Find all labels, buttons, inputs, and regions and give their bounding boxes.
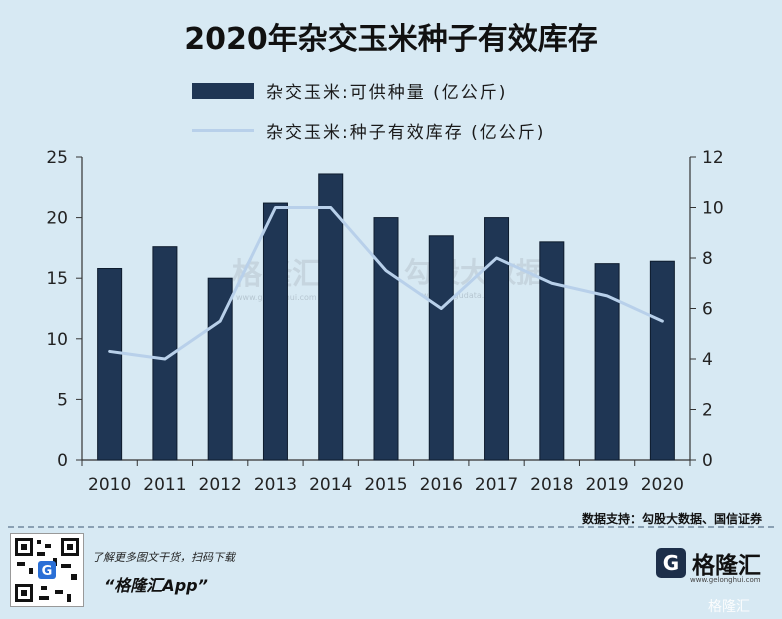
footer-divider — [8, 526, 774, 528]
bar — [97, 268, 123, 461]
bar — [484, 217, 510, 461]
brand-logo: G 格隆汇 — [656, 546, 761, 580]
bar — [649, 260, 675, 461]
watermark-text: 勾股大数据 — [404, 256, 544, 289]
y-left-tick-label: 25 — [46, 148, 68, 168]
legend-bar-swatch — [192, 82, 254, 99]
logo-url: www.gelonghui.com — [690, 576, 761, 584]
bar — [207, 277, 233, 461]
qr-code: G — [10, 533, 84, 607]
x-tick-label: 2015 — [364, 475, 407, 495]
app-name: “格隆汇App” — [104, 576, 208, 595]
series-line — [108, 206, 664, 361]
y-right-tick-label: 2 — [702, 401, 713, 421]
x-tick-label: 2011 — [143, 475, 186, 495]
promo-text: 了解更多图文干货，扫码下载 — [92, 551, 235, 564]
svg-text:G: G — [42, 564, 53, 579]
x-tick-label: 2010 — [88, 475, 131, 495]
y-right-tick-label: 10 — [702, 199, 724, 219]
x-tick-label: 2019 — [585, 475, 628, 495]
y-left-tick-label: 0 — [57, 451, 68, 471]
bar — [428, 235, 454, 461]
legend-bar-label: 杂交玉米:可供种量 (亿公斤) — [266, 83, 508, 103]
bar — [373, 217, 399, 461]
legend-line-label: 杂交玉米:种子有效库存 (亿公斤) — [266, 123, 546, 143]
bar — [318, 173, 344, 461]
qr-code-graphic: G — [15, 538, 79, 602]
y-right-tick-label: 8 — [702, 249, 713, 269]
y-left-tick-label: 20 — [46, 209, 68, 229]
x-tick-label: 2016 — [420, 475, 463, 495]
legend-line-swatch — [192, 129, 254, 132]
x-tick-label: 2018 — [530, 475, 573, 495]
x-tick-label: 2014 — [309, 475, 352, 495]
logo-text: 格隆汇 — [692, 553, 761, 579]
y-left-tick-label: 15 — [46, 269, 68, 289]
logo-g-icon: G — [656, 548, 686, 578]
y-right-tick-label: 0 — [702, 451, 713, 471]
legend-item-bar: 杂交玉米:可供种量 (亿公斤) — [192, 78, 507, 103]
bottom-watermark: 格隆汇 — [708, 599, 750, 615]
x-tick-label: 2013 — [254, 475, 297, 495]
y-left-tick-label: 10 — [46, 330, 68, 350]
x-tick-label: 2012 — [199, 475, 242, 495]
page-title: 2020年杂交玉米种子有效库存 — [184, 22, 598, 57]
legend-item-line: 杂交玉米:种子有效库存 (亿公斤) — [192, 118, 545, 143]
y-right-tick-label: 12 — [702, 148, 724, 168]
y-right-tick-label: 6 — [702, 300, 713, 320]
bar — [262, 202, 288, 461]
x-tick-label: 2020 — [641, 475, 684, 495]
watermark-url: www.gugudata.com — [422, 291, 502, 300]
y-right-tick-label: 4 — [702, 350, 713, 370]
x-tick-label: 2017 — [475, 475, 518, 495]
source-note: 数据支持：勾股大数据、国信证券 — [581, 512, 762, 526]
bar — [539, 241, 565, 461]
y-left-tick-label: 5 — [57, 390, 68, 410]
